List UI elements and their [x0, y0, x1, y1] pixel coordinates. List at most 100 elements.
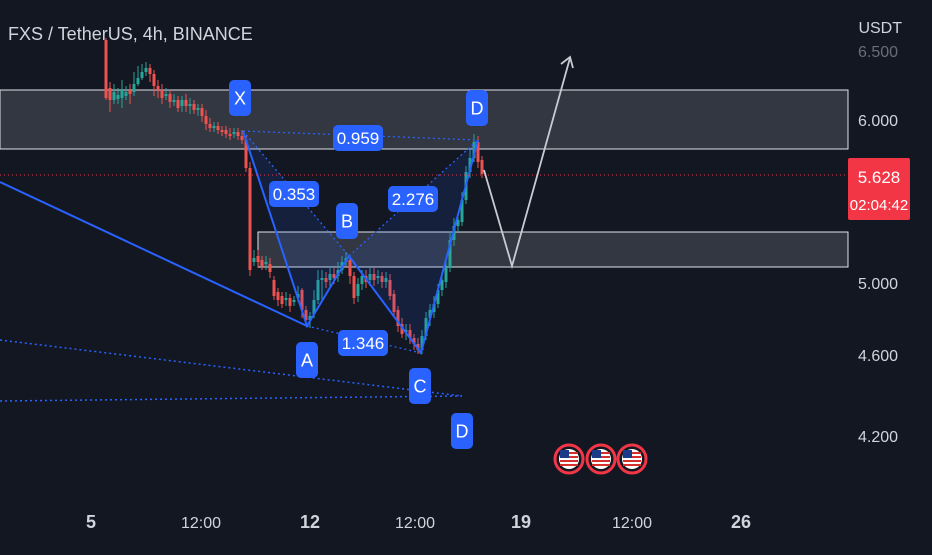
candle-body — [380, 276, 384, 282]
point-label-c-bg — [409, 368, 431, 404]
candle-body — [104, 40, 108, 98]
candle-body — [152, 74, 156, 86]
symbol-title[interactable]: FXS / TetherUS, 4h, BINANCE — [8, 24, 253, 44]
candle-body — [216, 126, 220, 130]
point-label-d: D — [466, 90, 488, 126]
ratio-label-xd-bg — [333, 125, 383, 151]
candle-body — [156, 86, 160, 90]
trendline-solid — [0, 181, 308, 327]
us-flag-icon[interactable] — [585, 443, 617, 475]
candle-body — [264, 262, 268, 264]
ratio-label-bd-bg — [388, 186, 438, 212]
flag-stripe — [560, 460, 578, 462]
candle-body — [140, 72, 144, 78]
candle-body — [276, 292, 280, 300]
candle-body — [288, 298, 292, 306]
candle-body — [428, 310, 432, 318]
current-price-value: 5.628 — [858, 168, 901, 187]
projection-arrowhead — [560, 55, 574, 69]
candle-body — [160, 90, 164, 98]
point-label-c: C — [409, 368, 431, 404]
candle-body — [312, 300, 316, 314]
point-label-d-projected-bg — [451, 413, 473, 449]
point-label-a-bg — [296, 342, 318, 378]
time-tick-label: 5 — [86, 512, 96, 532]
candle-body — [252, 258, 256, 262]
time-tick-label: 26 — [731, 512, 751, 532]
ratio-label-xb-bg — [269, 181, 319, 207]
point-label-b-bg — [336, 203, 358, 239]
candle-body — [172, 100, 176, 102]
point-label-x-text: X — [234, 88, 246, 108]
point-label-a: A — [296, 342, 318, 378]
candle-body — [356, 284, 360, 296]
candle-body — [148, 68, 152, 74]
point-label-d-projected-text: D — [456, 421, 469, 441]
candle-body — [120, 90, 124, 98]
time-tick-label: 12:00 — [395, 515, 435, 532]
flag-stripe — [623, 460, 641, 462]
candle-body — [212, 126, 216, 128]
candle-body — [468, 158, 472, 172]
candle-body — [284, 298, 288, 300]
time-tick-label: 12:00 — [181, 515, 221, 532]
candle-body — [320, 278, 324, 280]
candle-body — [424, 318, 428, 336]
candle-body — [200, 108, 204, 116]
candle-body — [408, 330, 412, 338]
candle-body — [136, 78, 140, 84]
us-flag-icon[interactable] — [553, 443, 585, 475]
candle-body — [236, 132, 240, 136]
candle-body — [436, 290, 440, 304]
candle-body — [392, 294, 396, 312]
candle-body — [360, 276, 364, 284]
pattern-triangle-xab — [243, 131, 349, 326]
candle-body — [420, 336, 424, 350]
ratio-label-ac-text: 1.346 — [342, 334, 385, 353]
flag-stripe — [623, 464, 641, 466]
candle-body — [448, 240, 452, 268]
ratio-label-ac: 1.346 — [338, 330, 388, 356]
candle-body — [300, 290, 304, 310]
candle-body — [116, 95, 120, 99]
candle-body — [352, 276, 356, 298]
ratio-label-xd: 0.959 — [333, 125, 383, 151]
candle-body — [460, 200, 464, 222]
us-flag-icon[interactable] — [616, 443, 648, 475]
candle-body — [416, 344, 420, 350]
candle-body — [124, 92, 128, 96]
price-tick-label-partial: 6.500 — [858, 44, 898, 61]
candle-body — [224, 130, 228, 134]
candle-body — [144, 68, 148, 72]
candle-body — [220, 130, 224, 132]
price-tick-label: 4.200 — [858, 429, 898, 446]
candle-body — [192, 104, 196, 110]
candle-body — [188, 104, 192, 106]
candle-body — [440, 280, 444, 290]
candle-body — [372, 274, 376, 280]
point-label-d-text: D — [471, 98, 484, 118]
current-price-countdown: 02:04:42 — [850, 197, 908, 214]
candle-body — [208, 124, 212, 128]
trendline-dotted-lower — [0, 395, 463, 402]
candle-body — [292, 300, 296, 302]
candle-body — [128, 90, 132, 94]
flag-canton — [623, 450, 632, 458]
price-tick-label: 5.000 — [858, 276, 898, 293]
ratio-label-xb: 0.353 — [269, 181, 319, 207]
candle-body — [376, 276, 380, 278]
candle-body — [176, 100, 180, 108]
candle-body — [260, 260, 264, 266]
candle-body — [368, 274, 372, 280]
flag-stripe — [592, 460, 610, 462]
candle-body — [280, 296, 284, 304]
candle-body — [348, 260, 352, 276]
candle-body — [396, 310, 400, 326]
pattern-triangle-bcd — [349, 140, 478, 353]
flag-stripe — [592, 464, 610, 466]
candle-body — [444, 268, 448, 282]
candle-body — [164, 94, 168, 96]
candle-body — [272, 280, 276, 296]
current-price-badge: 5.628 02:04:42 — [848, 158, 910, 220]
